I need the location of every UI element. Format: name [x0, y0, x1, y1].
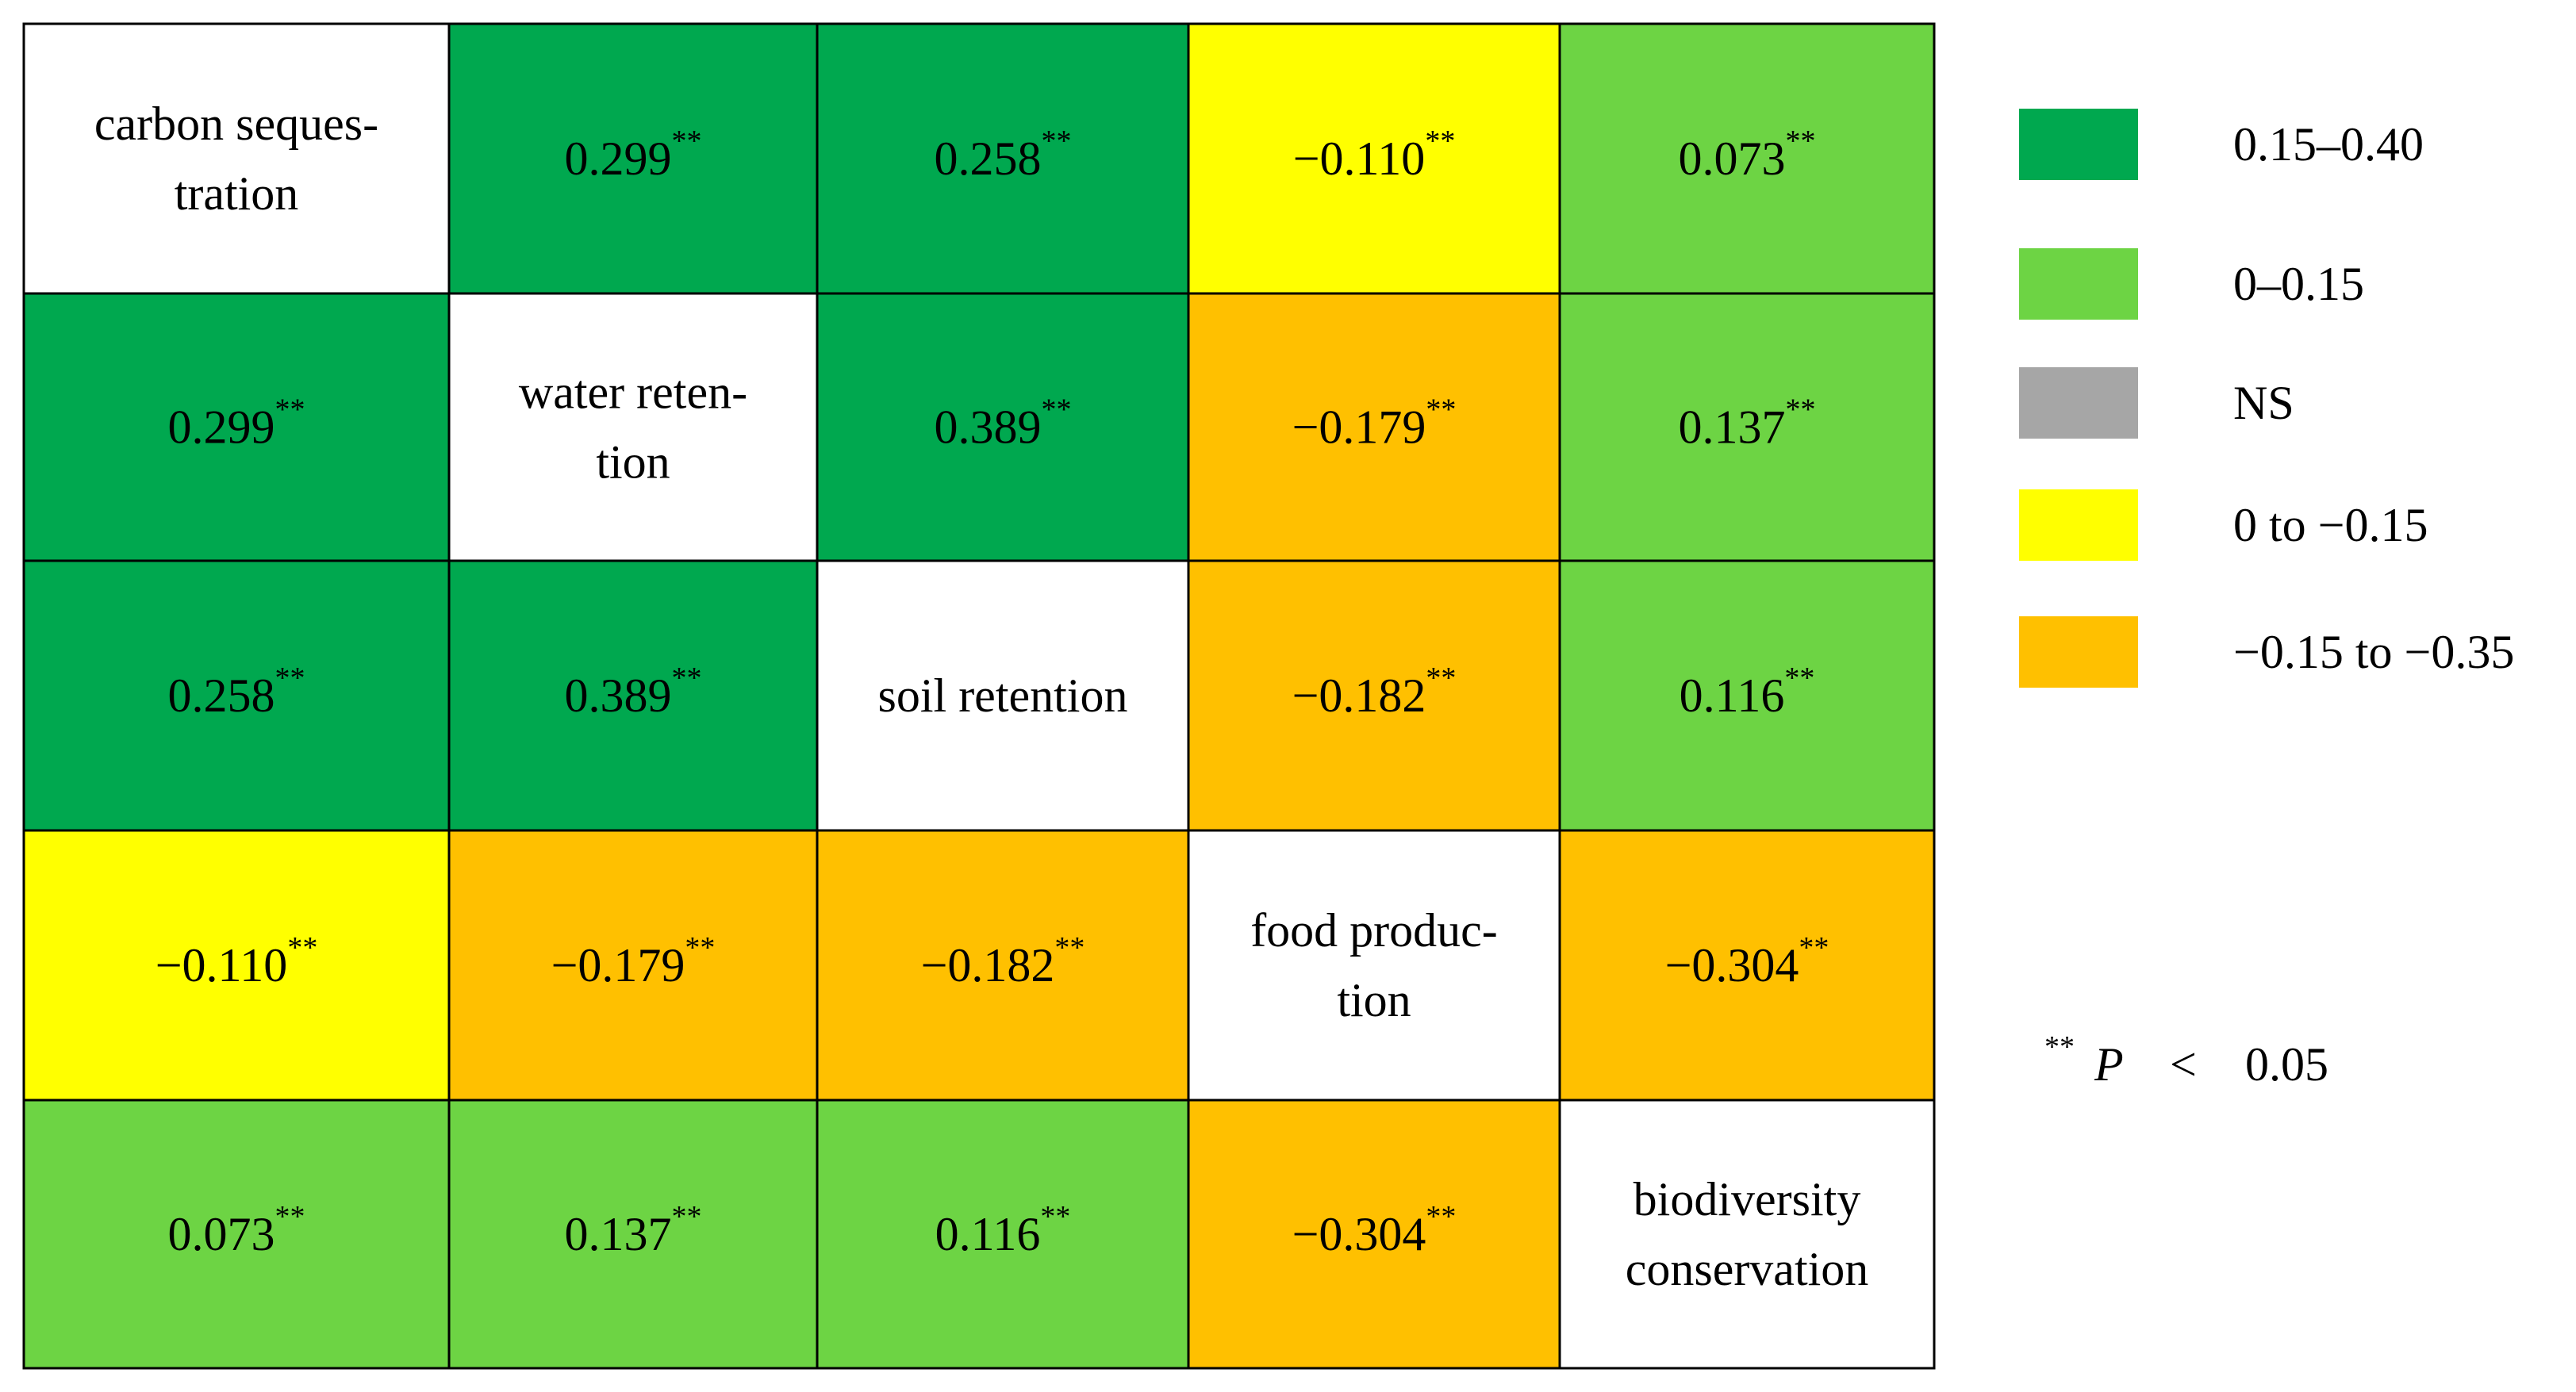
legend-swatch — [2019, 616, 2138, 688]
variable-label: water reten- — [519, 366, 747, 419]
legend-swatch — [2019, 367, 2138, 439]
heatmap-grid: carbon seques-tration 0.299** 0.258** −0.11… — [22, 22, 1936, 1370]
legend-item-0: 0.15–0.40 — [2019, 109, 2424, 180]
cell-rect — [447, 22, 819, 295]
heatmap-cell-0-3: −0.110** — [1187, 22, 1561, 295]
heatmap-cell-4-1: 0.137** — [447, 1099, 819, 1370]
heatmap-cell-2-4: 0.116** — [1558, 559, 1936, 832]
legend-swatch — [2019, 248, 2138, 320]
cell-value-label: 0.258** — [168, 661, 305, 722]
heatmap-cell-3-2: −0.182** — [816, 829, 1190, 1102]
diagonal-cell-1: water reten-tion — [447, 292, 819, 562]
variable-label: biodiversity — [1634, 1173, 1861, 1225]
diagonal-cell-3: food produc-tion — [1187, 829, 1561, 1102]
heatmap-cell-0-1: 0.299** — [447, 22, 819, 295]
cell-rect — [22, 559, 451, 832]
heatmap-cell-4-3: −0.304** — [1187, 1099, 1561, 1370]
variable-label: tion — [1337, 974, 1411, 1026]
significance-note: ** P <0.05 — [2044, 1030, 2328, 1091]
diagonal-cell-2: soil retention — [816, 559, 1190, 832]
cell-rect — [1187, 292, 1561, 562]
cell-rect — [816, 559, 1190, 832]
cell-value-label: 0.389** — [565, 661, 702, 722]
variable-label: tion — [596, 436, 670, 489]
cell-rect — [1187, 829, 1561, 1102]
cell-value-label: −0.182** — [921, 931, 1085, 991]
legend-label: 0 to −0.15 — [2233, 499, 2428, 551]
cell-value-label: 0.258** — [935, 125, 1072, 185]
cell-value-label: 0.073** — [168, 1200, 305, 1260]
variable-label: tration — [175, 167, 299, 220]
heatmap-cell-1-2: 0.389** — [816, 292, 1190, 562]
cell-rect — [816, 829, 1190, 1102]
heatmap-cell-4-2: 0.116** — [816, 1099, 1190, 1370]
legend-swatch — [2019, 489, 2138, 561]
cell-value-label: 0.116** — [935, 1200, 1071, 1260]
variable-label: food produc- — [1250, 904, 1498, 957]
cell-rect — [447, 292, 819, 562]
cell-value-label: 0.299** — [565, 125, 702, 185]
heatmap-cell-2-0: 0.258** — [22, 559, 451, 832]
legend: 0.15–0.40 0–0.15 NS 0 to −0.15 −0.15 to −0.3… — [2019, 109, 2514, 688]
cell-rect — [22, 1099, 451, 1370]
cell-rect — [447, 559, 819, 832]
diagonal-cell-0: carbon seques-tration — [22, 22, 451, 295]
cell-rect — [22, 22, 451, 295]
cell-value-label: −0.179** — [551, 931, 716, 991]
heatmap-cell-3-1: −0.179** — [447, 829, 819, 1102]
cell-rect — [816, 1099, 1190, 1370]
note-marker: ** — [2044, 1030, 2075, 1064]
cell-rect — [1558, 292, 1936, 562]
cell-value-label: −0.182** — [1292, 661, 1457, 722]
cell-value-label: 0.137** — [565, 1200, 702, 1260]
note-value: 0.05 — [2245, 1038, 2328, 1091]
cell-value-label: −0.179** — [1292, 393, 1457, 454]
heatmap-cell-3-4: −0.304** — [1558, 829, 1936, 1102]
cell-value-label: 0.116** — [1680, 661, 1815, 722]
variable-label: conservation — [1626, 1243, 1869, 1295]
legend-item-3: 0 to −0.15 — [2019, 489, 2428, 561]
cell-value-label: 0.073** — [1679, 125, 1816, 185]
heatmap-cell-1-0: 0.299** — [22, 292, 451, 562]
cell-value-label: 0.299** — [168, 393, 305, 454]
cell-rect — [447, 1099, 819, 1370]
heatmap-cell-1-4: 0.137** — [1558, 292, 1936, 562]
cell-rect — [1187, 559, 1561, 832]
cell-rect — [1558, 22, 1936, 295]
legend-swatch — [2019, 109, 2138, 180]
legend-item-4: −0.15 to −0.35 — [2019, 616, 2514, 688]
cell-rect — [1558, 829, 1936, 1102]
cell-value-label: −0.110** — [1293, 125, 1456, 185]
legend-label: 0–0.15 — [2233, 258, 2364, 310]
cell-rect — [1558, 559, 1936, 832]
cell-rect — [1187, 1099, 1561, 1370]
heatmap-cell-0-2: 0.258** — [816, 22, 1190, 295]
cell-value-label: 0.389** — [935, 393, 1072, 454]
cell-value-label: −0.304** — [1665, 931, 1829, 991]
legend-item-1: 0–0.15 — [2019, 248, 2364, 320]
heatmap-cell-0-4: 0.073** — [1558, 22, 1936, 295]
heatmap-cell-2-1: 0.389** — [447, 559, 819, 832]
cell-rect — [1187, 22, 1561, 295]
cell-rect — [816, 292, 1190, 562]
note-operator: < — [2170, 1038, 2197, 1091]
diagonal-cell-4: biodiversity conservation — [1558, 1099, 1936, 1370]
heatmap-cell-3-0: −0.110** — [22, 829, 451, 1102]
legend-item-2: NS — [2019, 367, 2294, 439]
legend-label: −0.15 to −0.35 — [2233, 626, 2514, 678]
legend-label: 0.15–0.40 — [2233, 118, 2424, 171]
heatmap-cell-4-0: 0.073** — [22, 1099, 451, 1370]
cell-value-label: −0.110** — [155, 931, 318, 991]
heatmap-cell-2-3: −0.182** — [1187, 559, 1561, 832]
variable-label: soil retention — [878, 669, 1128, 722]
note-symbol: P — [2094, 1038, 2124, 1091]
legend-label: NS — [2233, 377, 2294, 429]
cell-rect — [1558, 1099, 1936, 1370]
cell-value-label: −0.304** — [1292, 1200, 1457, 1260]
heatmap-cell-1-3: −0.179** — [1187, 292, 1561, 562]
cell-value-label: 0.137** — [1679, 393, 1816, 454]
variable-label: carbon seques- — [94, 98, 378, 150]
